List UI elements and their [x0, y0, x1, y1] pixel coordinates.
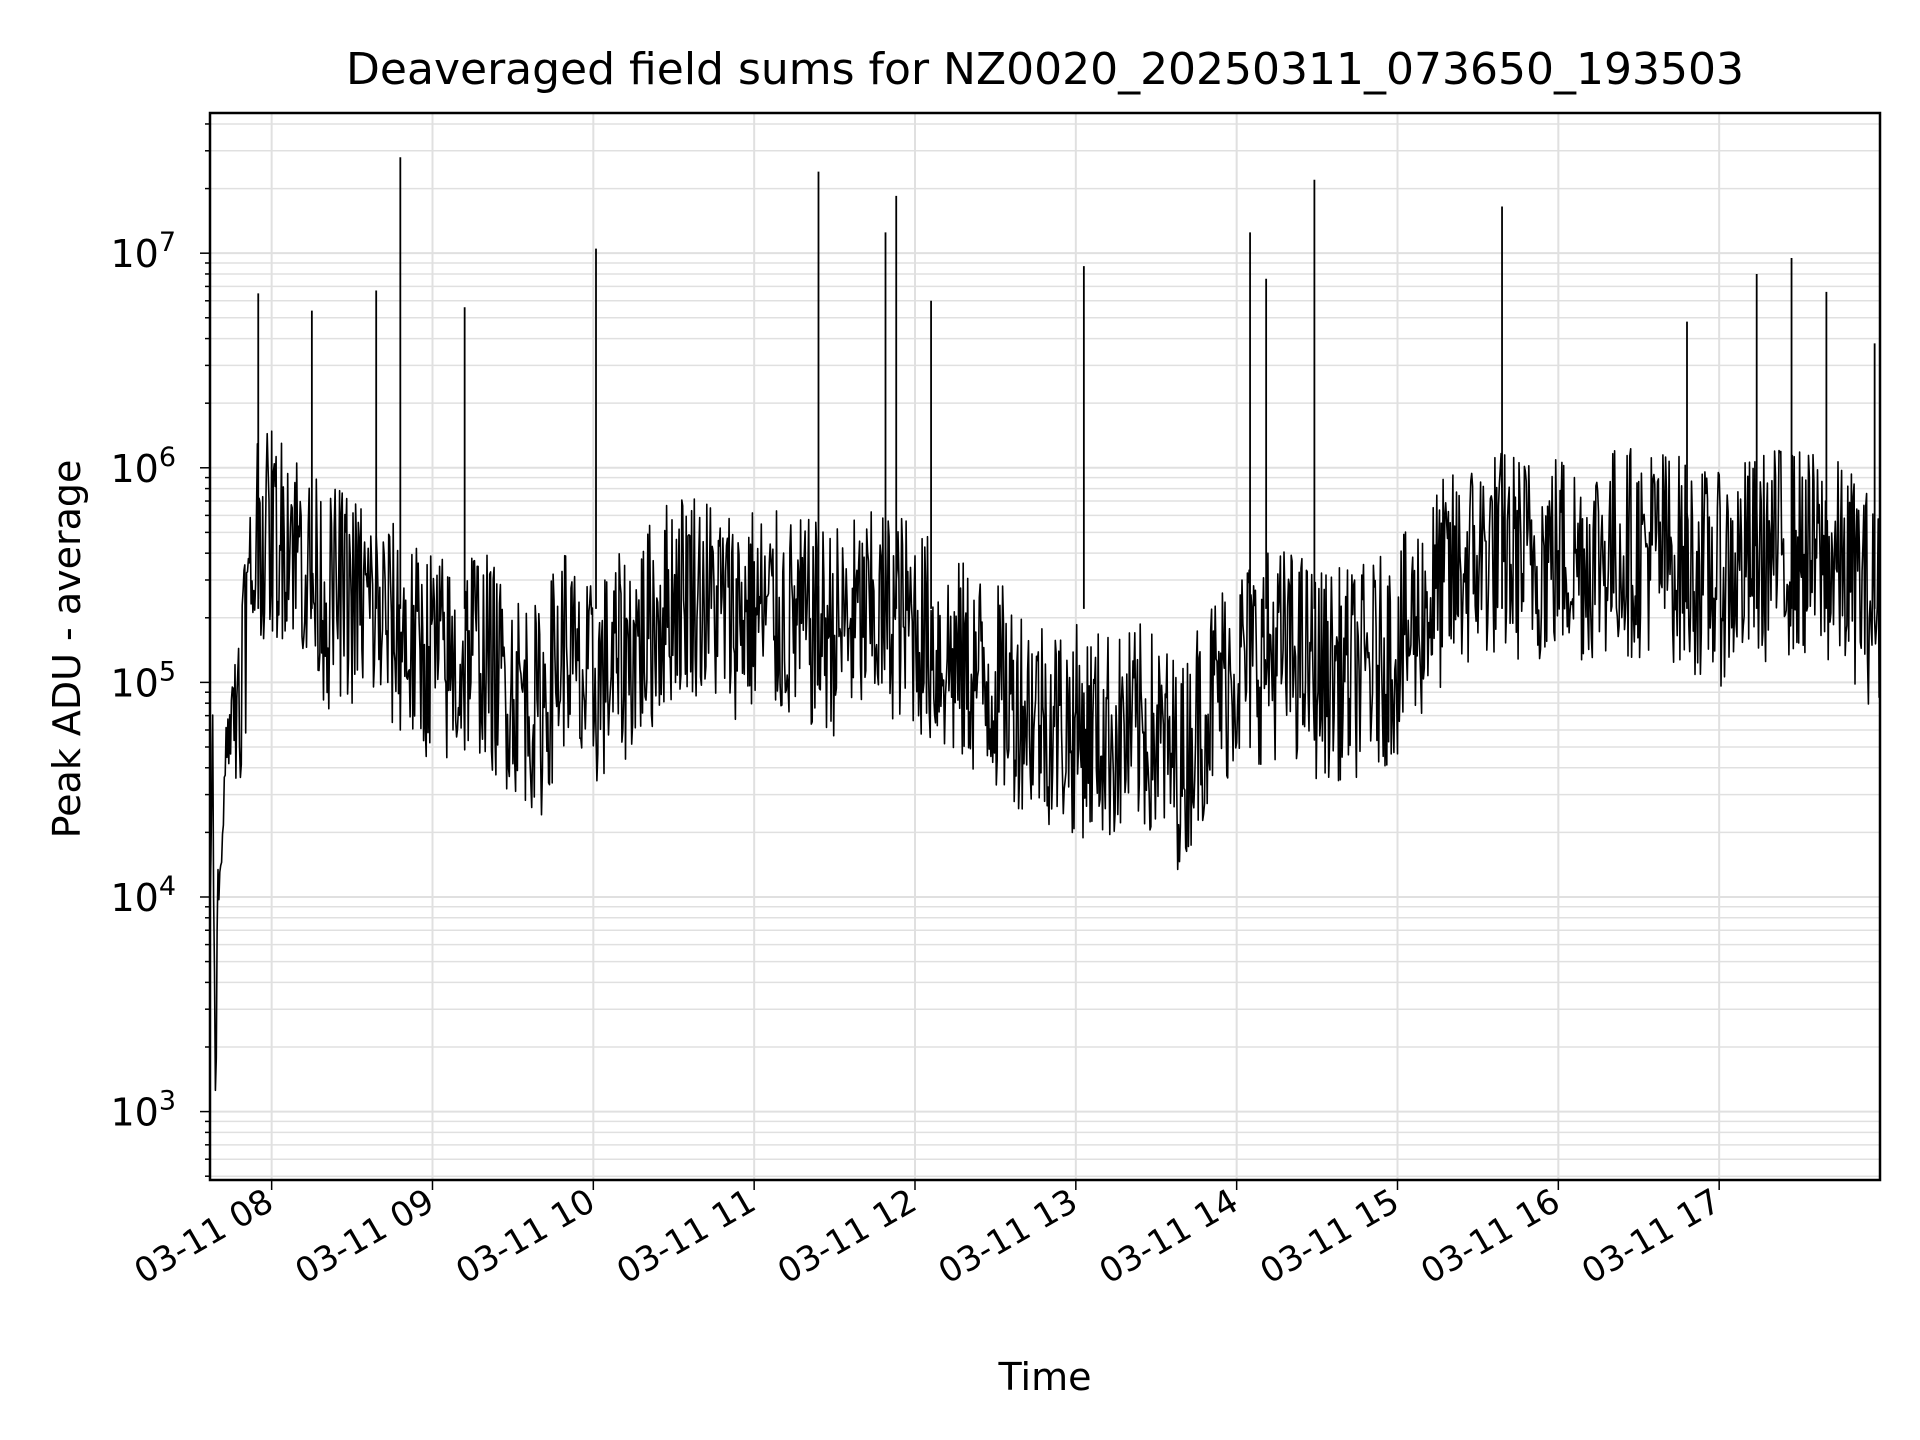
x-axis-label: Time: [998, 1355, 1092, 1399]
axes-frame: [208, 111, 1882, 1182]
chart-title: Deaveraged field sums for NZ0020_2025031…: [346, 44, 1744, 95]
y-axis-label: Peak ADU - average: [45, 460, 89, 839]
data-series-line: [209, 430, 1881, 1092]
